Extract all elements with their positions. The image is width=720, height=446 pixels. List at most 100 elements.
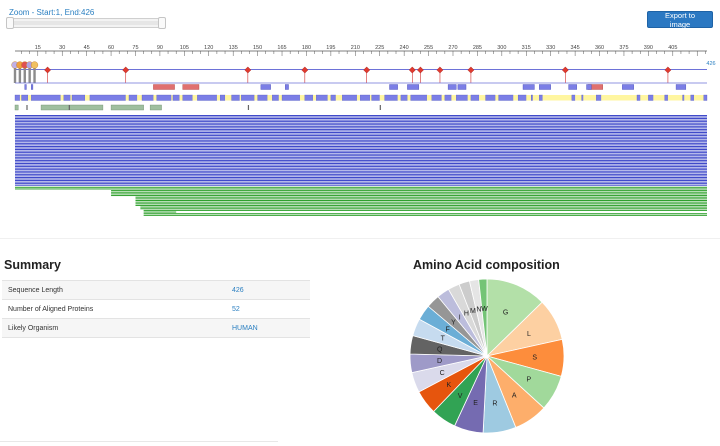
aligned-protein-row xyxy=(15,122,707,124)
feature-region xyxy=(299,95,305,101)
aligned-protein-row xyxy=(15,121,707,123)
feature-domain xyxy=(571,94,576,101)
feature-domain xyxy=(407,84,420,90)
ruler-tick-label: 330 xyxy=(546,45,555,51)
summary-value-link[interactable]: 52 xyxy=(226,299,310,319)
aligned-protein-row xyxy=(15,142,707,144)
variant-marker xyxy=(122,66,130,74)
aligned-protein-row xyxy=(111,195,708,197)
feature-domain xyxy=(675,84,687,90)
aligned-protein-row xyxy=(15,125,707,127)
feature-domain xyxy=(172,94,180,101)
aligned-protein-row xyxy=(15,172,707,174)
feature-region xyxy=(479,95,486,101)
aligned-protein-row xyxy=(15,132,707,133)
aligned-protein-row xyxy=(15,141,707,143)
variant-marker xyxy=(44,66,51,74)
feature-domain xyxy=(241,94,255,101)
feature-domain xyxy=(682,94,685,101)
ruler-tick-label: 210 xyxy=(351,45,360,51)
aligned-protein-row xyxy=(15,159,707,161)
aligned-protein-row xyxy=(15,186,707,188)
feature-mark xyxy=(379,105,381,110)
aligned-protein-row xyxy=(15,158,707,160)
aligned-protein-row xyxy=(143,214,707,216)
ruler-tick-label: 270 xyxy=(448,45,457,51)
feature-domain xyxy=(539,94,543,101)
feature-region xyxy=(125,95,129,101)
aligned-protein-row xyxy=(15,153,707,155)
feature-domain xyxy=(260,84,271,90)
feature-region xyxy=(640,95,649,101)
feature-domain xyxy=(498,94,514,101)
ruler-tick-label: 150 xyxy=(253,45,262,51)
pie-label-N: N xyxy=(476,306,481,313)
aligned-protein-row xyxy=(15,136,707,138)
ruler-tick-label: 165 xyxy=(277,45,286,51)
aligned-protein-row xyxy=(15,118,707,119)
feature-region xyxy=(467,95,471,101)
aligned-protein-row xyxy=(15,155,707,157)
variant-marker xyxy=(467,66,475,74)
pie-label-P: P xyxy=(526,377,531,384)
aligned-protein-row xyxy=(15,133,707,135)
aligned-protein-row xyxy=(143,209,707,211)
feature-domain xyxy=(257,94,268,101)
aligned-protein-row xyxy=(111,193,708,195)
protein-feature-viewer[interactable]: 15 30 45 60 75 90 105 120 135 150 165 180 195 210 225 2… xyxy=(0,42,720,232)
pie-label-A: A xyxy=(512,393,517,400)
feature-domain xyxy=(485,94,496,101)
aligned-protein-row xyxy=(15,164,707,166)
export-to-image-button[interactable]: Export to image xyxy=(647,11,713,29)
feature-region xyxy=(575,95,582,101)
aligned-protein-row xyxy=(111,190,708,192)
aligned-protein-row xyxy=(15,147,707,149)
variant-stem xyxy=(33,67,36,83)
feature-domain xyxy=(156,94,172,101)
zoom-slider[interactable] xyxy=(6,17,166,29)
aligned-protein-row xyxy=(15,146,707,147)
aligned-protein-row xyxy=(15,180,707,181)
summary-value-link[interactable]: HUMAN xyxy=(226,318,310,338)
feature-region xyxy=(426,95,432,101)
zoom-label: Zoom - Start:1, End:426 xyxy=(9,8,95,17)
aligned-protein-row xyxy=(15,152,707,154)
ruler-tick-label: 255 xyxy=(424,45,433,51)
aligned-protein-row xyxy=(111,191,708,193)
feature-domain xyxy=(568,84,577,90)
feature-region xyxy=(407,95,411,101)
feature-domain xyxy=(703,94,708,101)
feature-domain xyxy=(456,94,468,101)
feature-domain xyxy=(690,94,695,101)
feature-region xyxy=(667,95,683,101)
pie-label-G: G xyxy=(503,310,508,317)
aligned-protein-row xyxy=(15,167,707,169)
variant-stem xyxy=(28,67,31,83)
aligned-protein-row xyxy=(140,206,707,208)
feature-region xyxy=(441,95,445,101)
feature-domain xyxy=(596,94,602,101)
divider xyxy=(0,238,720,239)
aligned-protein-row xyxy=(15,166,707,168)
feature-domain xyxy=(342,94,358,101)
feature-region xyxy=(369,95,372,101)
summary-value-link[interactable]: 426 xyxy=(226,280,310,300)
feature-region xyxy=(327,95,331,101)
feature-domain xyxy=(71,94,86,101)
feature-domain xyxy=(581,94,584,101)
feature-domain xyxy=(149,104,162,111)
zoom-slider-start-handle[interactable] xyxy=(6,17,14,29)
pie-label-C: C xyxy=(440,370,445,377)
zoom-slider-end-handle[interactable] xyxy=(158,17,166,29)
feature-domain xyxy=(14,104,19,111)
feature-region xyxy=(526,95,532,101)
pie-label-S: S xyxy=(532,355,537,362)
ruler-tick-label: 135 xyxy=(229,45,238,51)
variant-marker xyxy=(244,66,252,74)
variant-marker xyxy=(664,66,672,74)
pie-label-K: K xyxy=(447,382,452,389)
feature-region xyxy=(379,95,385,101)
feature-region xyxy=(397,95,401,101)
feature-domain xyxy=(197,94,218,101)
feature-region xyxy=(495,95,499,101)
